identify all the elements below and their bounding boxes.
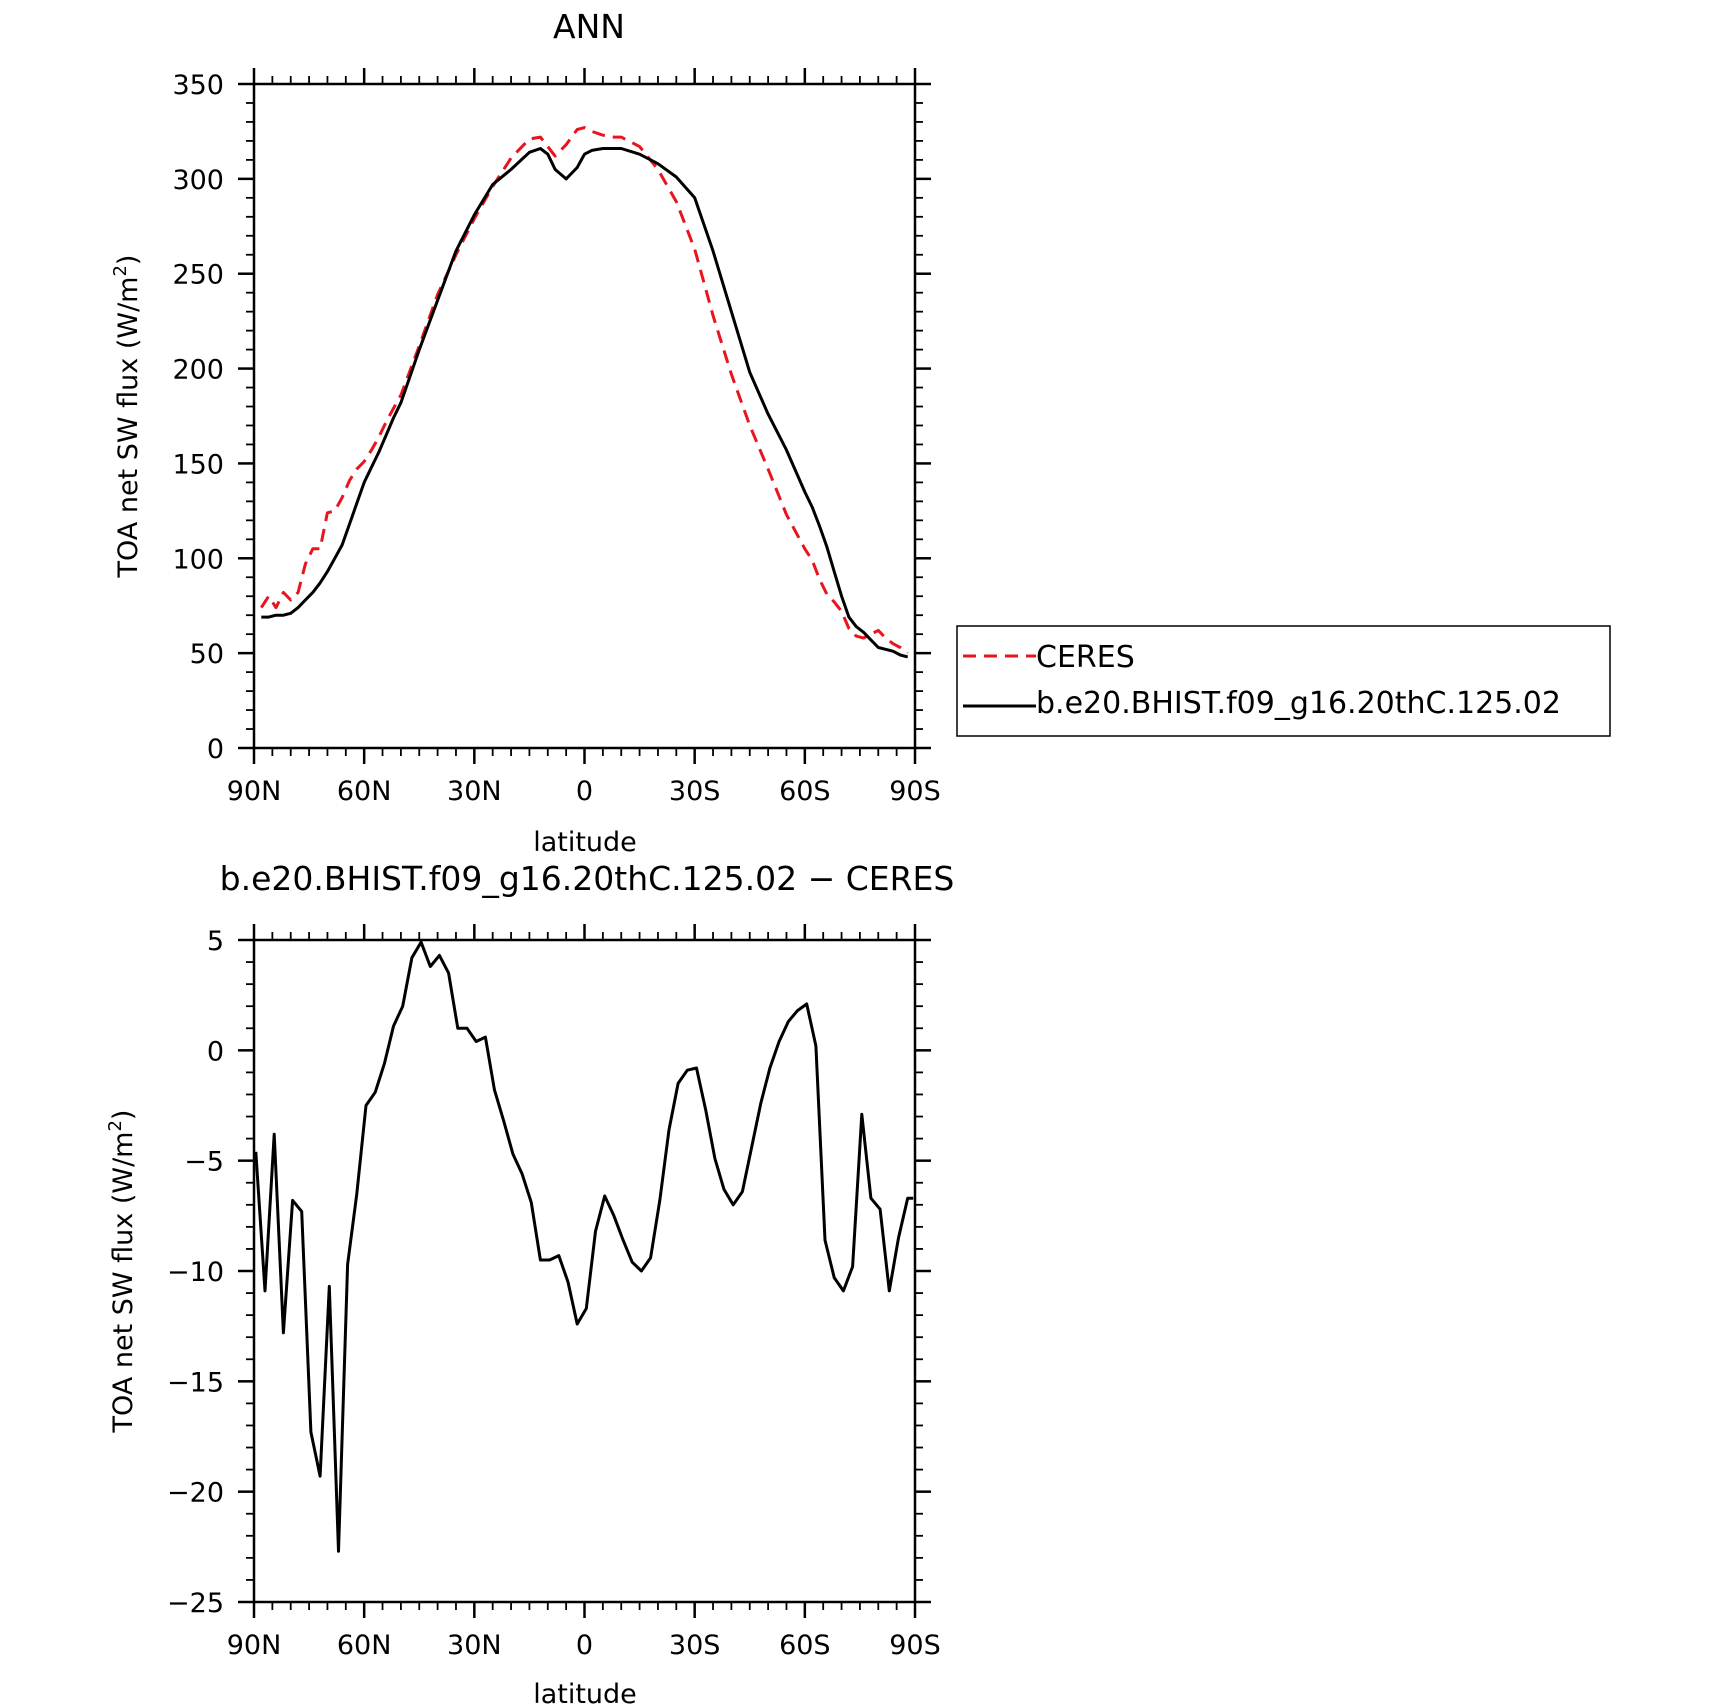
top-y-axis-title-sup: 2	[110, 265, 131, 276]
bottom-y-tick-label: −10	[167, 1257, 224, 1288]
bottom-y-tick-label: 0	[207, 1036, 224, 1067]
bottom-y-axis-title: TOA net SW flux (W/m2)	[105, 1110, 139, 1434]
top-panel-ticks	[238, 68, 931, 764]
top-y-tick-label: 250	[172, 260, 224, 291]
top-panel-series	[260, 126, 909, 659]
bottom-panel-tick-labels: 90N 60N 30N 0 30S 60S 90S −25 −20 −15 −10 −5 0 5	[167, 926, 941, 1661]
top-x-tick-label: 60S	[779, 776, 831, 807]
legend: CERES b.e20.BHIST.f09_g16.20thC.125.02	[956, 625, 1611, 737]
bottom-plot-frame	[252, 938, 917, 1604]
legend-label-model: b.e20.BHIST.f09_g16.20thC.125.02	[1036, 686, 1561, 721]
bottom-x-tick-label: 0	[576, 1630, 593, 1661]
bottom-x-tick-label: 30S	[669, 1630, 721, 1661]
top-y-tick-label: 350	[172, 70, 224, 101]
bottom-panel-ticks	[238, 924, 931, 1618]
bottom-panel-series	[254, 940, 914, 1553]
top-plot-frame	[252, 82, 917, 750]
top-y-tick-label: 100	[172, 544, 224, 575]
bottom-x-tick-label: 90S	[889, 1630, 941, 1661]
bottom-x-tick-label: 60N	[337, 1630, 392, 1661]
top-y-tick-label: 150	[172, 449, 224, 480]
bottom-y-tick-label: −5	[184, 1147, 224, 1178]
top-x-tick-label: 90N	[227, 776, 282, 807]
top-series-line-ceres	[260, 126, 909, 655]
top-panel-title: ANN	[553, 7, 625, 46]
bottom-x-tick-label: 60S	[779, 1630, 831, 1661]
bottom-panel-title: b.e20.BHIST.f09_g16.20thC.125.02 − CERES	[220, 859, 955, 898]
top-y-axis-title: TOA net SW flux (W/m2)	[110, 255, 144, 579]
bottom-panel: b.e20.BHIST.f09_g16.20thC.125.02 − CERES…	[105, 859, 954, 1706]
bottom-series-line-0	[254, 940, 914, 1553]
top-x-tick-label: 60N	[337, 776, 392, 807]
bottom-x-tick-label: 90N	[227, 1630, 282, 1661]
bottom-x-axis-title: latitude	[533, 1679, 637, 1706]
top-x-tick-label: 0	[576, 776, 593, 807]
legend-label-ceres: CERES	[1036, 640, 1135, 675]
bottom-y-tick-label: −25	[167, 1588, 224, 1619]
top-x-tick-label: 30N	[447, 776, 502, 807]
top-series-line-b-e20-bhist-f09-g16-20thc-125-02	[261, 147, 909, 659]
top-y-axis-title-main: TOA net SW flux (W/m	[113, 277, 144, 579]
bottom-x-tick-label: 30N	[447, 1630, 502, 1661]
top-y-tick-label: 300	[172, 165, 224, 196]
top-x-tick-label: 90S	[889, 776, 941, 807]
top-y-tick-label: 0	[207, 734, 224, 765]
bottom-y-tick-label: −15	[167, 1367, 224, 1398]
bottom-y-tick-label: −20	[167, 1478, 224, 1509]
top-panel-tick-labels: 90N 60N 30N 0 30S 60S 90S 0 50 100 150 200 250 300 350	[172, 70, 940, 807]
top-y-axis-title-close: )	[113, 255, 144, 266]
top-x-tick-label: 30S	[669, 776, 721, 807]
bottom-y-axis-title-main: TOA net SW flux (W/m	[108, 1132, 139, 1434]
bottom-y-tick-label: 5	[207, 926, 224, 957]
top-x-axis-title: latitude	[533, 827, 637, 858]
top-y-tick-label: 50	[190, 639, 224, 670]
top-y-tick-label: 200	[172, 355, 224, 386]
bottom-y-axis-title-sup: 2	[105, 1120, 126, 1131]
bottom-y-axis-title-close: )	[108, 1110, 139, 1121]
top-panel: ANN 90N 60N 30N 0 30S 60S 90S 0 50 100 150 200 250 30…	[110, 7, 941, 858]
legend-box	[956, 625, 1611, 737]
